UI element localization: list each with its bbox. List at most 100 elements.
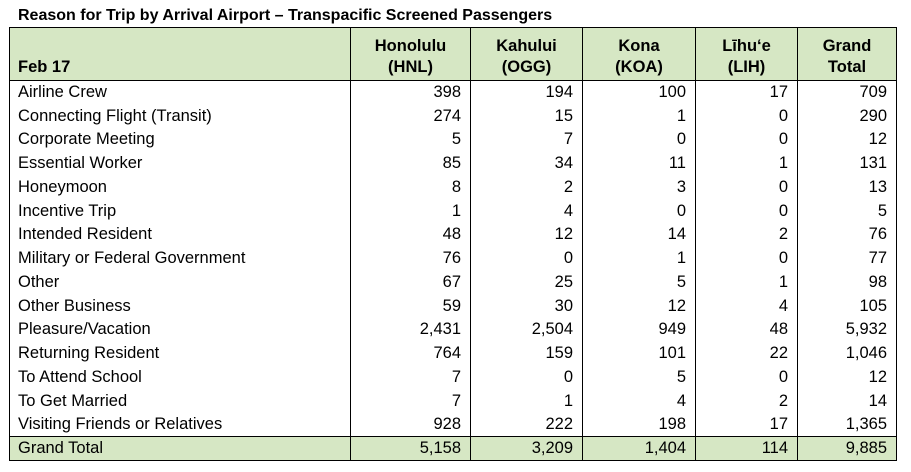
cell-ogg: 2: [470, 175, 583, 200]
row-reason-label: Military or Federal Government: [9, 246, 351, 271]
cell-hnl: 67: [350, 270, 471, 295]
cell-hnl: 7: [350, 389, 471, 413]
cell-ogg: 12: [470, 223, 583, 247]
row-reason-label: Honeymoon: [9, 175, 351, 200]
cell-lih: 48: [695, 318, 798, 342]
grand-total-all: 9,885: [797, 436, 897, 462]
cell-koa: 5: [582, 365, 696, 390]
row-reason-label: Returning Resident: [9, 341, 351, 366]
cell-lih: 0: [695, 246, 798, 271]
table-body: Airline Crew 398 194 100 17 709 Connecting Fli…: [9, 80, 897, 437]
cell-hnl: 1: [350, 199, 471, 223]
table-row: Connecting Flight (Transit) 274 15 1 0 290: [9, 104, 897, 128]
row-reason-label: Corporate Meeting: [9, 128, 351, 152]
table-title: Reason for Trip by Arrival Airport – Tra…: [18, 7, 553, 24]
cell-koa: 101: [582, 341, 696, 366]
cell-koa: 0: [582, 199, 696, 223]
cell-hnl: 764: [350, 341, 471, 366]
cell-koa: 1: [582, 104, 696, 128]
cell-hnl: 5: [350, 128, 471, 152]
cell-ogg: 15: [470, 104, 583, 128]
header-date-label: Feb 17: [9, 27, 351, 81]
grand-total-row: Grand Total 5,158 3,209 1,404 114 9,885: [9, 436, 897, 462]
cell-ogg: 30: [470, 294, 583, 318]
cell-hnl: 928: [350, 413, 471, 437]
cell-grand-total: 13: [797, 175, 897, 200]
cell-hnl: 85: [350, 151, 471, 176]
header-col-ogg: Kahului (OGG): [470, 27, 583, 81]
cell-lih: 17: [695, 80, 798, 105]
cell-grand-total: 131: [797, 151, 897, 176]
header-col-lih-line1: Līhu‘e: [722, 37, 771, 55]
header-col-koa: Kona (KOA): [582, 27, 696, 81]
cell-ogg: 1: [470, 389, 583, 413]
header-col-grand-total-line2: Total: [827, 58, 867, 76]
header-col-hnl-line1: Honolulu: [374, 37, 447, 55]
header-col-ogg-line1: Kahului: [496, 37, 557, 55]
header-col-lih-line2: (LIH): [727, 58, 766, 76]
cell-grand-total: 5,932: [797, 318, 897, 342]
cell-koa: 1: [582, 246, 696, 271]
table-row: Pleasure/Vacation 2,431 2,504 949 48 5,932: [9, 318, 897, 342]
grand-total-hnl: 5,158: [350, 436, 471, 462]
table-row: Corporate Meeting 5 7 0 0 12: [9, 128, 897, 152]
table-header: Feb 17 Honolulu (HNL) Kahului (OGG) Kona (K…: [9, 27, 897, 81]
cell-grand-total: 12: [797, 128, 897, 152]
cell-koa: 5: [582, 270, 696, 295]
cell-hnl: 274: [350, 104, 471, 128]
row-reason-label: Incentive Trip: [9, 199, 351, 223]
cell-grand-total: 14: [797, 389, 897, 413]
row-reason-label: Connecting Flight (Transit): [9, 104, 351, 128]
row-reason-label: Visiting Friends or Relatives: [9, 413, 351, 437]
row-reason-label: Essential Worker: [9, 151, 351, 176]
row-reason-label: Intended Resident: [9, 223, 351, 247]
row-reason-label: Other: [9, 270, 351, 295]
reason-for-trip-table: Feb 17 Honolulu (HNL) Kahului (OGG) Kona (K…: [9, 27, 897, 462]
cell-ogg: 34: [470, 151, 583, 176]
header-col-koa-line2: (KOA): [615, 58, 663, 76]
grand-total-koa: 1,404: [582, 436, 696, 462]
grand-total-ogg: 3,209: [470, 436, 583, 462]
row-reason-label: Airline Crew: [9, 80, 351, 105]
row-reason-label: To Get Married: [9, 389, 351, 413]
cell-lih: 0: [695, 104, 798, 128]
cell-ogg: 7: [470, 128, 583, 152]
cell-ogg: 25: [470, 270, 583, 295]
cell-hnl: 59: [350, 294, 471, 318]
header-col-ogg-line2: (OGG): [501, 58, 552, 76]
table-row: Visiting Friends or Relatives 928 222 198 17…: [9, 413, 897, 437]
cell-hnl: 7: [350, 365, 471, 390]
cell-ogg: 194: [470, 80, 583, 105]
table-row: To Attend School 7 0 5 0 12: [9, 365, 897, 390]
row-reason-label: Pleasure/Vacation: [9, 318, 351, 342]
cell-grand-total: 1,046: [797, 341, 897, 366]
table-row: Military or Federal Government 76 0 1 0 77: [9, 246, 897, 271]
cell-ogg: 2,504: [470, 318, 583, 342]
cell-ogg: 159: [470, 341, 583, 366]
cell-grand-total: 709: [797, 80, 897, 105]
cell-koa: 11: [582, 151, 696, 176]
table-row: Returning Resident 764 159 101 22 1,046: [9, 341, 897, 366]
cell-lih: 2: [695, 389, 798, 413]
cell-grand-total: 5: [797, 199, 897, 223]
table-row: Airline Crew 398 194 100 17 709: [9, 80, 897, 105]
cell-koa: 949: [582, 318, 696, 342]
cell-koa: 100: [582, 80, 696, 105]
row-reason-label: To Attend School: [9, 365, 351, 390]
cell-ogg: 0: [470, 246, 583, 271]
grand-total-lih: 114: [695, 436, 798, 462]
header-col-hnl: Honolulu (HNL): [350, 27, 471, 81]
header-col-grand-total: Grand Total: [797, 27, 897, 81]
cell-lih: 0: [695, 175, 798, 200]
cell-koa: 14: [582, 223, 696, 247]
header-col-grand-total-line1: Grand: [822, 37, 872, 55]
cell-lih: 0: [695, 128, 798, 152]
cell-grand-total: 76: [797, 223, 897, 247]
table-row: Essential Worker 85 34 11 1 131: [9, 151, 897, 176]
cell-lih: 0: [695, 199, 798, 223]
cell-lih: 1: [695, 270, 798, 295]
cell-koa: 0: [582, 128, 696, 152]
cell-hnl: 76: [350, 246, 471, 271]
table-row: To Get Married 7 1 4 2 14: [9, 389, 897, 413]
cell-lih: 0: [695, 365, 798, 390]
